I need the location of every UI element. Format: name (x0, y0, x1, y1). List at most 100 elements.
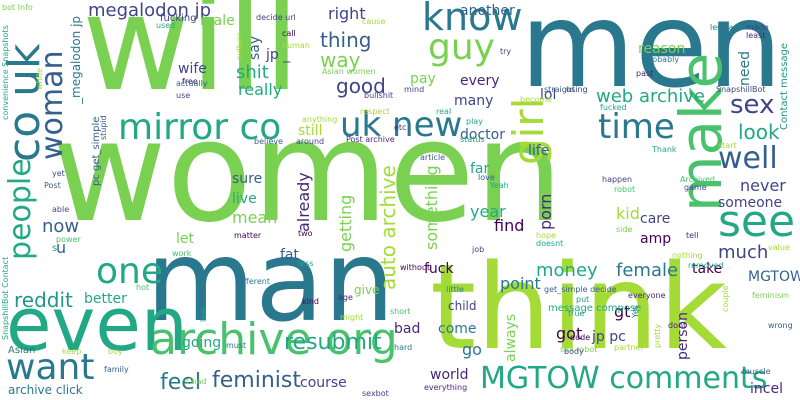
word-play: play (466, 117, 483, 126)
word-someone: someone (718, 195, 783, 211)
word-put: put (576, 295, 590, 304)
word-convenience-snapshots: convenience Snapshots (1, 25, 10, 120)
word-jp-underscore: jp _ (266, 47, 291, 63)
word-happen: happen (602, 175, 633, 184)
word-value: value (768, 243, 790, 252)
word-s: s (52, 243, 58, 254)
word-without: without (400, 263, 431, 272)
word-think: think (430, 238, 727, 376)
word-know: know (422, 0, 523, 39)
word-guy: guy (428, 27, 495, 68)
word-pretty: pretty (653, 323, 662, 348)
word-status: status (460, 135, 485, 144)
word-u: u (56, 238, 67, 257)
word-culture: culture (235, 32, 244, 60)
word-need: need (737, 51, 753, 86)
word-article: article (420, 153, 446, 162)
word-female: female (616, 260, 679, 281)
word-archive-org: archive org (150, 314, 398, 365)
word-find: find (494, 216, 525, 235)
word-actually: actually (176, 79, 208, 88)
word-right: right (328, 4, 366, 23)
word-asian: Asian (8, 345, 36, 356)
word-megalodon-jp: megalodon jp (88, 0, 212, 21)
word-respect: respect (360, 107, 390, 116)
word-less: less (298, 259, 314, 268)
word-try: try (500, 47, 512, 56)
word-well: well (718, 141, 778, 176)
word-fucked: fucked (600, 103, 627, 112)
word-get-simple-decide: get_simple decide (544, 285, 617, 294)
word-bad: bad (394, 321, 421, 337)
word-now: now (42, 216, 80, 237)
word-yeah: Yeah (490, 181, 509, 190)
word-archived: Archived (680, 175, 716, 184)
word-doesnt: doesnt (536, 239, 564, 248)
word-different: different (236, 277, 270, 286)
word-lesbian: lesbian (710, 23, 739, 32)
word-jp-pc: jp pc (592, 329, 626, 345)
word-look: look (738, 120, 780, 144)
word-porn: porn (536, 193, 555, 230)
word-better: better (84, 291, 127, 307)
word-going: going (182, 335, 222, 351)
word-amp: amp (640, 231, 672, 247)
word-contact-message: Contact message (779, 42, 790, 130)
word-uk-new: uk new (340, 105, 463, 145)
word-got: got (556, 324, 583, 343)
word-auto-archive: auto archive (376, 165, 400, 290)
word-life: life (528, 143, 550, 159)
word-hard: hard (394, 343, 413, 352)
word-many: many (454, 93, 494, 109)
word-fat: fat (280, 247, 299, 263)
word-shit: shit (236, 62, 269, 83)
word-past: past (636, 69, 654, 78)
word-megalodon-jp-underscore: _megalodon jp (69, 15, 83, 104)
word-something: something (422, 165, 441, 250)
word-start: start (718, 141, 737, 150)
word-work: work (172, 249, 192, 258)
word-course: course (300, 375, 347, 391)
word-pay: pay (410, 71, 436, 87)
word-short: short (390, 307, 411, 316)
word-gt: gt (614, 302, 631, 321)
word-couple: couple (721, 285, 730, 312)
word-fuck: fuck (424, 261, 454, 277)
word-fucking: fucking (160, 13, 197, 24)
word-really: really (238, 80, 283, 99)
word-snapshillbot-contact: SnapshillBot Contact (1, 256, 10, 340)
word-much: much (718, 242, 769, 263)
word-take: take (692, 261, 723, 277)
word-kind: kind (302, 297, 320, 306)
word-boy: boy (108, 347, 123, 356)
word-feminism: feminism (752, 291, 790, 300)
word-stupid: stupid (99, 115, 108, 140)
word-least: least (746, 31, 766, 40)
word-thank: Thank (652, 145, 677, 154)
word-must: must (226, 341, 247, 350)
word-sex-robot: sex robot (560, 345, 598, 354)
word-resubmit: resubmit (284, 330, 382, 355)
word-good: good (336, 74, 386, 98)
word-way: way (320, 48, 361, 72)
word-bot-info: bot Info (2, 3, 33, 12)
word-sex: sex (730, 90, 775, 120)
word-incel: incel (750, 381, 783, 397)
word-snapshillbot: SnapshillBot (716, 85, 766, 94)
word-let: let (176, 231, 194, 247)
word-money: money (536, 260, 598, 281)
word-care: care (640, 211, 671, 227)
word-archive-click: archive click (8, 383, 83, 397)
word-already: already (294, 172, 313, 232)
word-matter: matter (234, 231, 262, 240)
word-believe: believe (254, 137, 284, 146)
word-hot: hot (136, 283, 150, 292)
word-come: come (438, 321, 477, 337)
word-mean: mean (232, 208, 278, 227)
word-always: always (503, 313, 519, 362)
word-go: go (462, 340, 482, 359)
word-mgtow-comments: MGTOW comments (480, 361, 768, 396)
word-family: family (104, 365, 129, 374)
word-cause: cause (362, 17, 386, 26)
